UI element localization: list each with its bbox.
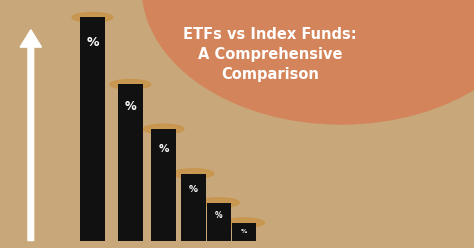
Text: %: % bbox=[86, 36, 99, 49]
Text: %: % bbox=[241, 229, 247, 234]
Ellipse shape bbox=[224, 218, 264, 228]
Text: %: % bbox=[189, 185, 198, 194]
Ellipse shape bbox=[142, 0, 474, 124]
Bar bbox=[181, 174, 206, 241]
Text: %: % bbox=[215, 211, 223, 219]
Text: ETFs vs Index Funds:
A Comprehensive
Comparison: ETFs vs Index Funds: A Comprehensive Com… bbox=[183, 27, 357, 82]
Ellipse shape bbox=[143, 124, 184, 134]
Bar bbox=[151, 129, 176, 241]
Bar bbox=[118, 84, 143, 241]
Bar bbox=[207, 203, 231, 241]
Text: %: % bbox=[158, 144, 169, 154]
Ellipse shape bbox=[199, 198, 239, 207]
Bar bbox=[232, 223, 256, 241]
Ellipse shape bbox=[110, 79, 151, 89]
FancyArrow shape bbox=[20, 30, 41, 241]
Ellipse shape bbox=[173, 169, 214, 179]
Text: %: % bbox=[125, 100, 136, 113]
Ellipse shape bbox=[72, 12, 113, 22]
Bar bbox=[80, 17, 105, 241]
